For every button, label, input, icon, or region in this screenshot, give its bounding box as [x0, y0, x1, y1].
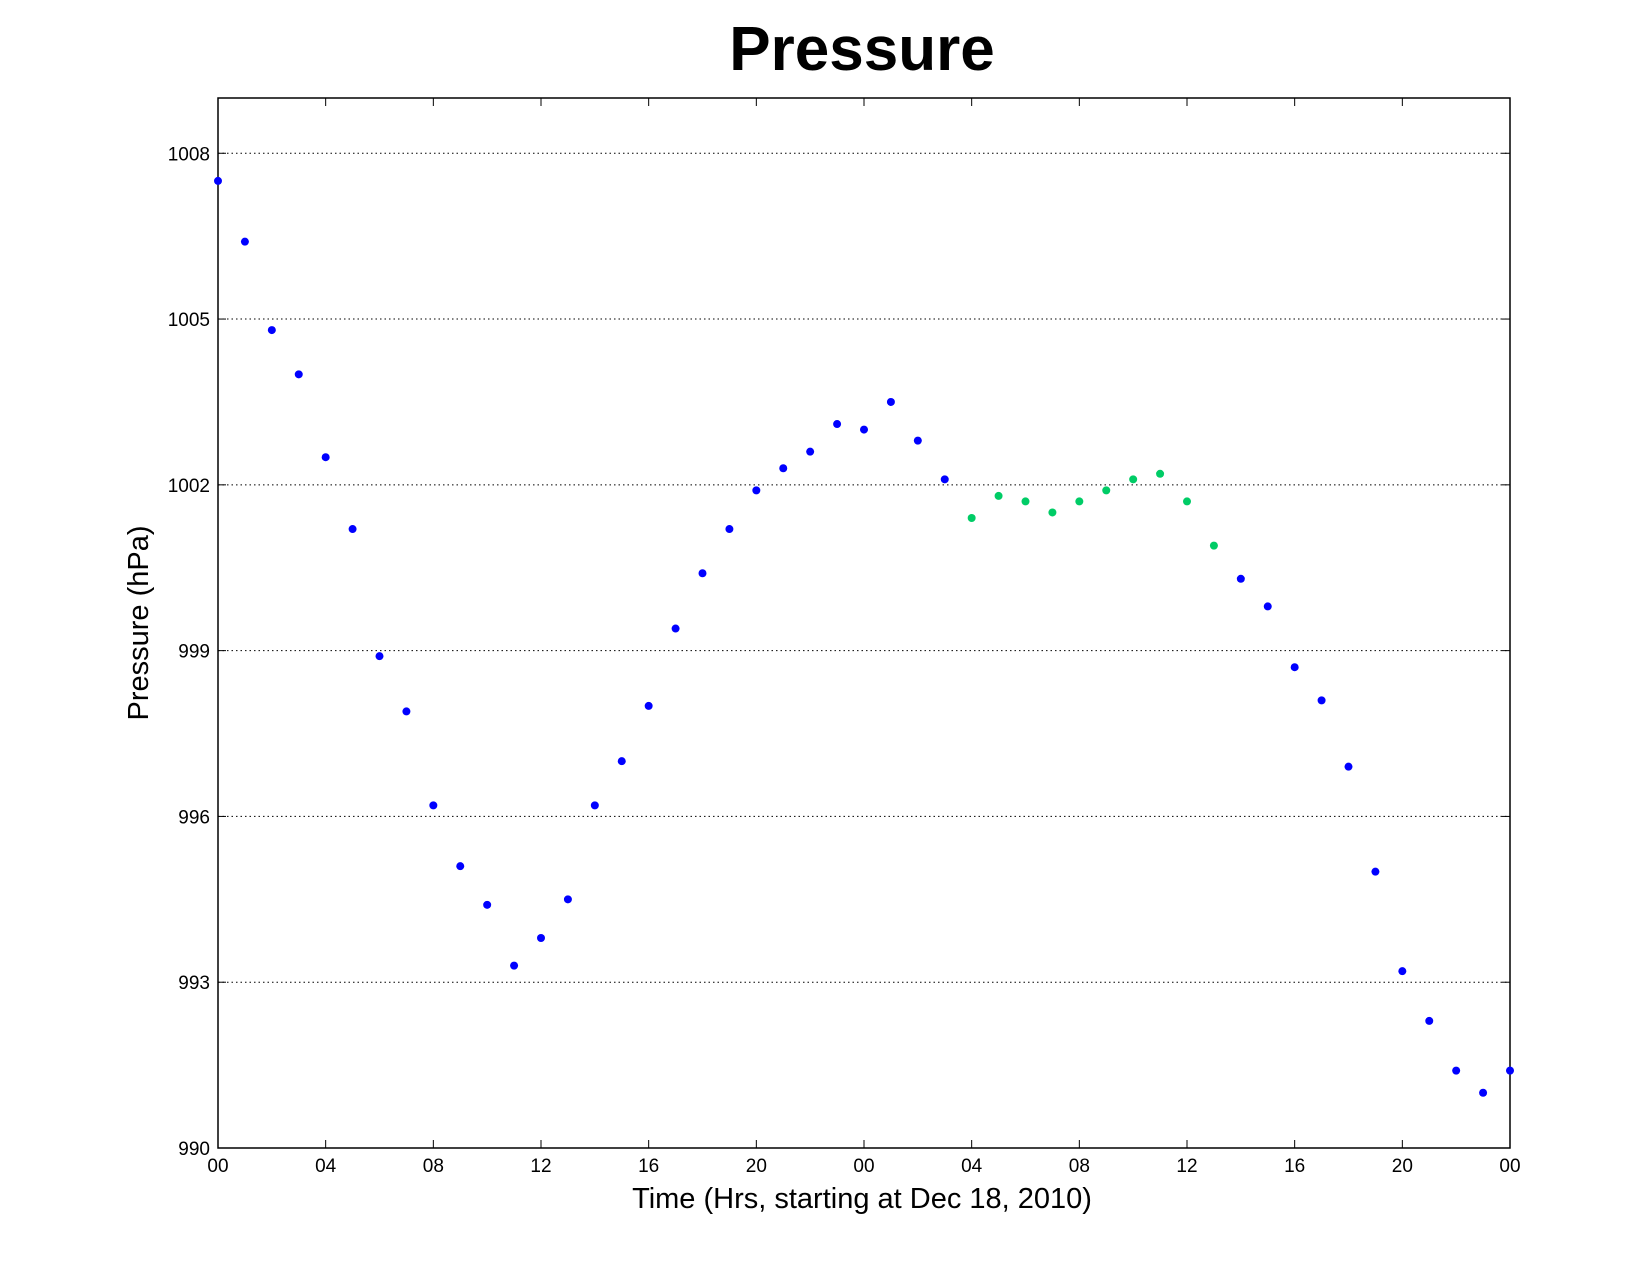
- data-points: [214, 176, 1514, 1097]
- y-tick-label: 996: [178, 807, 210, 828]
- data-point: [886, 397, 895, 406]
- data-point: [725, 525, 734, 534]
- data-point: [1183, 497, 1191, 506]
- data-point: [214, 176, 222, 185]
- x-tick-label: 16: [638, 1156, 659, 1177]
- data-point: [1156, 469, 1165, 478]
- x-tick-label: 00: [207, 1156, 228, 1177]
- data-point: [1425, 1016, 1434, 1025]
- x-tick-label: 08: [423, 1156, 444, 1177]
- x-tick-label: 12: [530, 1156, 551, 1177]
- data-point: [1479, 1088, 1488, 1097]
- data-point: [348, 525, 357, 534]
- data-point: [375, 652, 384, 661]
- x-tick-label: 08: [1069, 1156, 1090, 1177]
- data-point: [1344, 762, 1353, 771]
- data-point: [429, 801, 438, 810]
- data-point: [1290, 663, 1299, 672]
- y-tick-label: 1005: [168, 310, 210, 331]
- data-point: [752, 486, 761, 495]
- x-tick-label: 00: [853, 1156, 874, 1177]
- data-point: [617, 757, 626, 766]
- y-tick-label: 990: [178, 1139, 210, 1160]
- data-point: [537, 934, 545, 942]
- data-point: [1129, 475, 1138, 484]
- data-point: [779, 464, 788, 473]
- data-point: [994, 491, 1003, 500]
- data-point: [1048, 508, 1057, 517]
- data-point: [563, 895, 572, 904]
- chart-title: Pressure: [729, 15, 994, 84]
- data-point: [1075, 497, 1084, 506]
- x-tick-label: 20: [1392, 1156, 1413, 1177]
- y-tick-label: 1002: [168, 476, 210, 497]
- data-point: [698, 569, 707, 578]
- data-point: [1263, 602, 1272, 611]
- data-point: [1236, 574, 1245, 583]
- grid-lines: [218, 152, 1510, 983]
- data-point: [833, 420, 842, 429]
- data-point: [1102, 486, 1111, 495]
- x-tick-label: 04: [315, 1156, 337, 1177]
- y-tick-label: 999: [178, 642, 210, 663]
- x-tick-label: 20: [746, 1156, 767, 1177]
- x-tick-label: 16: [1284, 1156, 1305, 1177]
- y-tick-label: 1008: [168, 144, 210, 165]
- data-point: [940, 475, 949, 484]
- data-point: [483, 900, 492, 909]
- data-point: [321, 453, 330, 462]
- data-point: [1021, 497, 1030, 506]
- data-point: [967, 514, 976, 522]
- axis-ticks: 990 993 996 999 1002 1005 1008 00 04 08 12 16 20 00 04…: [168, 98, 1521, 1177]
- data-point: [860, 425, 868, 434]
- data-point: [913, 436, 922, 445]
- data-point: [267, 326, 276, 335]
- data-point: [644, 701, 653, 710]
- data-point: [1317, 696, 1326, 705]
- data-point: [806, 447, 815, 456]
- data-point: [1452, 1066, 1461, 1075]
- data-point: [1398, 967, 1407, 976]
- data-point: [240, 237, 249, 246]
- data-point: [294, 370, 303, 379]
- data-point: [1371, 867, 1380, 876]
- data-point: [510, 961, 519, 970]
- y-axis-label: Pressure (hPa): [123, 525, 155, 720]
- y-tick-label: 993: [178, 973, 210, 994]
- x-tick-label: 04: [961, 1156, 983, 1177]
- x-tick-label: 00: [1499, 1156, 1520, 1177]
- data-point: [402, 707, 411, 716]
- data-point: [1209, 541, 1218, 550]
- x-tick-label: 12: [1176, 1156, 1197, 1177]
- data-point: [1506, 1066, 1514, 1075]
- data-point: [671, 624, 680, 633]
- data-point: [456, 862, 465, 871]
- x-axis-label: Time (Hrs, starting at Dec 18, 2010): [632, 1183, 1092, 1215]
- data-point: [590, 801, 599, 810]
- plot-frame: [217, 97, 1511, 1149]
